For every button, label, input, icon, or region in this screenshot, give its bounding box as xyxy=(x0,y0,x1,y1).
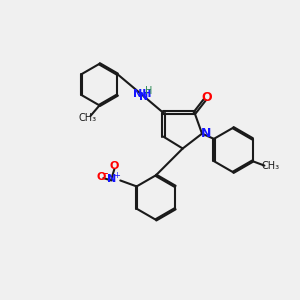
Text: N: N xyxy=(140,92,149,101)
Text: CH₃: CH₃ xyxy=(261,160,279,171)
Text: O: O xyxy=(201,92,212,104)
Text: -: - xyxy=(103,167,108,180)
Text: N: N xyxy=(201,127,212,140)
Text: O: O xyxy=(110,160,119,171)
Text: N: N xyxy=(107,174,116,184)
Text: O: O xyxy=(96,172,106,182)
Text: +: + xyxy=(113,171,120,180)
Text: CH₃: CH₃ xyxy=(79,113,97,123)
Text: NH: NH xyxy=(133,88,152,98)
Text: H: H xyxy=(145,86,152,96)
